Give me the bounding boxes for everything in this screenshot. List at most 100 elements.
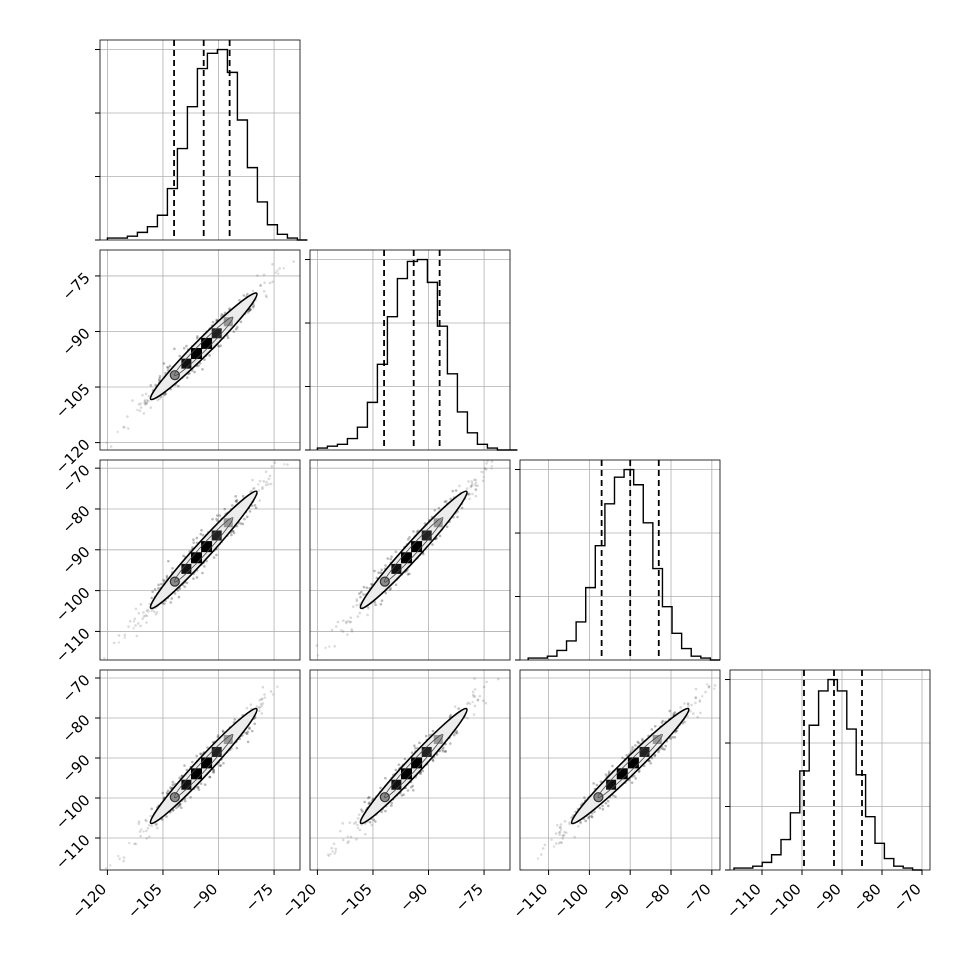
sample-point <box>413 744 416 747</box>
sample-point <box>474 488 478 491</box>
sample-point <box>126 427 130 430</box>
sample-point <box>218 514 222 517</box>
sample-point <box>690 703 693 707</box>
density-cell <box>211 328 222 339</box>
sample-point <box>248 727 251 731</box>
sample-point <box>117 634 121 637</box>
sample-point <box>713 684 717 687</box>
sample-point <box>352 822 356 825</box>
sample-point <box>126 415 129 418</box>
sample-point <box>316 868 319 870</box>
sample-point <box>341 838 345 842</box>
sample-point <box>374 603 377 607</box>
sample-point <box>333 852 336 855</box>
sample-point <box>470 480 474 483</box>
sample-point <box>248 309 251 312</box>
pair-panel-0-3 <box>99 669 301 871</box>
sample-point <box>453 705 457 708</box>
sample-point <box>252 304 256 308</box>
sample-point <box>246 740 250 744</box>
sample-point <box>251 305 255 309</box>
sample-point <box>362 593 365 596</box>
sample-point <box>468 492 471 495</box>
sample-point <box>324 646 327 650</box>
sample-point <box>230 504 234 507</box>
sample-point <box>165 791 169 795</box>
density-cell <box>190 348 202 360</box>
sample-point <box>249 308 252 311</box>
sample-point <box>346 841 349 845</box>
sample-point <box>660 721 664 724</box>
sample-point <box>458 484 461 488</box>
panel-bg <box>520 460 720 660</box>
y-tick-label: −80 <box>59 711 94 746</box>
sample-point <box>182 554 185 558</box>
sample-point <box>483 467 487 471</box>
x-tick-label: −90 <box>186 880 221 915</box>
sample-point <box>449 497 453 501</box>
sample-point <box>562 833 566 837</box>
sample-point <box>330 846 333 850</box>
sample-point <box>206 746 209 749</box>
sample-point <box>704 690 707 694</box>
sample-point <box>400 794 404 797</box>
sample-point <box>476 698 480 702</box>
density-cell <box>201 337 213 349</box>
sample-point <box>273 461 277 465</box>
sample-point <box>261 685 265 689</box>
sample-point <box>215 318 218 322</box>
sample-point <box>241 522 245 526</box>
sample-point <box>474 484 478 488</box>
sample-point <box>166 789 170 793</box>
sample-point <box>481 699 485 703</box>
sample-point <box>394 583 398 587</box>
sample-point <box>258 709 261 713</box>
sample-point <box>363 800 366 804</box>
density-cell <box>391 563 402 574</box>
sample-point <box>271 262 274 266</box>
sample-point <box>219 344 222 348</box>
sample-point <box>192 541 196 544</box>
sample-point <box>358 611 362 615</box>
sample-point <box>634 777 638 780</box>
sample-point <box>242 294 246 297</box>
sample-point <box>104 867 108 870</box>
sample-point <box>564 831 568 835</box>
sample-point <box>454 731 457 735</box>
sample-point <box>252 487 255 491</box>
sample-point <box>189 796 192 799</box>
sample-point <box>561 837 564 840</box>
x-tick-label: −120 <box>68 880 110 922</box>
sample-point <box>262 289 266 293</box>
sample-point <box>373 569 376 573</box>
sample-point <box>686 702 690 706</box>
sample-point <box>258 706 262 709</box>
sample-point <box>467 701 470 704</box>
sample-point <box>431 729 435 733</box>
sample-point <box>482 685 486 689</box>
sample-point <box>330 628 334 632</box>
sample-point <box>247 309 251 313</box>
sample-point <box>261 702 265 705</box>
sample-point <box>205 559 208 563</box>
sample-point <box>390 555 393 558</box>
sample-point <box>251 478 254 482</box>
density-cell <box>639 746 650 757</box>
sample-point <box>625 754 629 757</box>
x-tick-label: −105 <box>334 880 376 922</box>
sample-point <box>141 617 144 620</box>
sample-point <box>474 481 478 485</box>
sample-point <box>379 571 383 575</box>
sample-point <box>183 585 187 588</box>
sample-point <box>366 613 369 617</box>
density-cell <box>433 734 443 744</box>
panel-bg <box>100 40 300 240</box>
sample-point <box>333 644 336 648</box>
sample-point <box>145 621 148 624</box>
histogram-panel-2 <box>515 459 721 661</box>
sample-point <box>384 776 387 780</box>
panel-frame <box>519 459 721 661</box>
sample-point <box>649 761 653 765</box>
sample-point <box>159 582 163 586</box>
sample-point <box>384 809 387 813</box>
